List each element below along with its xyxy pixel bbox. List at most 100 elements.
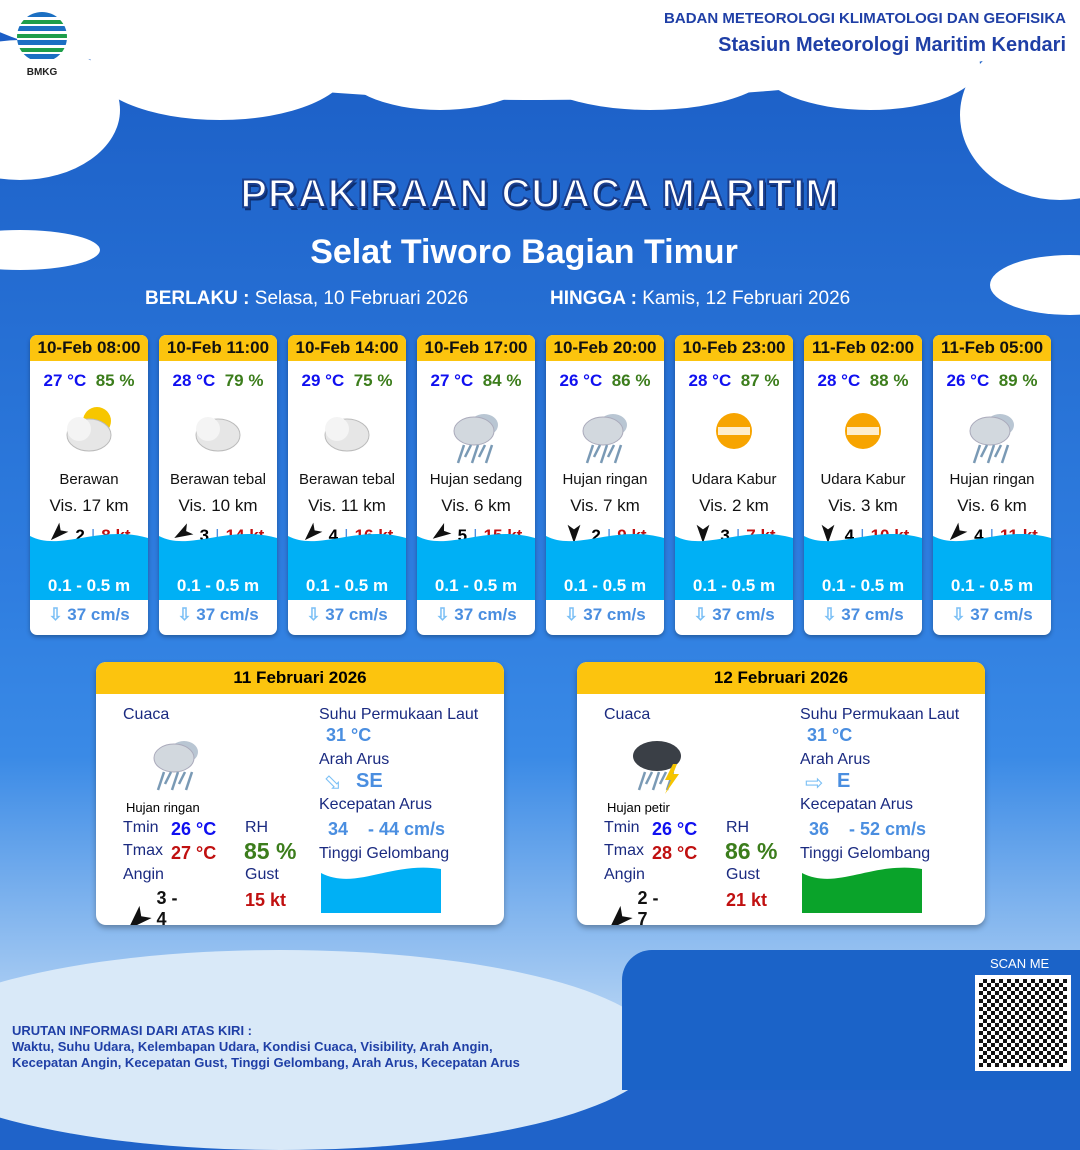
arrow-down-icon: ⇩ (951, 605, 966, 624)
air-temp: 29 °C (301, 371, 345, 390)
wave-height: 0.1 - 0.5 m (288, 533, 406, 600)
current-speed: ⇩ 37 cm/s (48, 605, 130, 624)
wind-speed: 2 (75, 525, 85, 545)
air-temp: 28 °C (688, 371, 732, 390)
arah-arus-value: E (837, 770, 851, 792)
wind-speed: 3 (720, 525, 730, 545)
forecast-time: 10-Feb 20:00 (546, 335, 664, 361)
weather-condition: Berawan tebal (170, 471, 266, 488)
cloud-icon (288, 397, 406, 467)
rh-value: 85 % (244, 838, 297, 864)
tinggi-gelombang-value: 0.5 - 1.25 m (802, 865, 985, 913)
air-temp: 27 °C (430, 371, 474, 390)
forecast-card: 10-Feb 11:00 28 °C 79 % Berawan tebal Vi… (159, 335, 277, 635)
forecast-time: 10-Feb 23:00 (675, 335, 793, 361)
weather-condition: Berawan (59, 471, 119, 488)
cuaca-label: Cuaca (123, 706, 170, 723)
current-speed: ⇩ 37 cm/s (564, 605, 646, 624)
weather-condition: Hujan sedang (429, 471, 523, 488)
rain-icon (136, 724, 216, 801)
gust-value: 15 kt (245, 890, 287, 910)
wind-speed: 3 (199, 525, 210, 545)
sst-value: 31 °C (326, 725, 372, 745)
tmax-label: Tmax (123, 842, 163, 859)
tinggi-gelombang-label: Tinggi Gelombang (319, 845, 450, 862)
air-temp: 28 °C (817, 371, 861, 390)
current-speed: ⇩ 37 cm/s (693, 605, 775, 624)
forecast-time: 10-Feb 08:00 (30, 335, 148, 361)
gust-label: Gust (245, 866, 279, 883)
wind-speed: 2 (591, 525, 601, 545)
wind-speed: 4 (974, 525, 984, 545)
arrow-down-icon: ⇩ (693, 605, 708, 624)
qr-code[interactable] (975, 975, 1071, 1071)
current-speed: ⇩ 37 cm/s (951, 605, 1033, 624)
humidity: 79 % (224, 371, 264, 390)
rh-label: RH (726, 819, 750, 836)
arah-arus-label: Arah Arus (800, 751, 871, 768)
visibility: Vis. 6 km (957, 496, 1027, 515)
humidity: 75 % (353, 371, 393, 390)
forecast-card: 10-Feb 17:00 27 °C 84 % Hujan sedang Vis… (417, 335, 535, 635)
forecast-time: 11-Feb 05:00 (933, 335, 1051, 361)
bmkg-logo: BMKG (14, 12, 70, 80)
kecepatan-arus-label: Kecepatan Arus (319, 796, 432, 813)
wind-direction-arrow-icon (563, 522, 585, 549)
valid-to: HINGGA : Kamis, 12 Februari 2026 (550, 288, 851, 309)
wind-speed: 4 (844, 525, 855, 545)
current-speed: ⇩ 37 cm/s (306, 605, 388, 624)
cuaca-label: Cuaca (604, 706, 651, 723)
air-temp: 27 °C (43, 371, 87, 390)
arah-arus-label: Arah Arus (319, 751, 390, 768)
daily-condition: Hujan petir (607, 800, 670, 815)
current-direction-arrow-icon: ⇨ (318, 767, 349, 799)
visibility: Vis. 17 km (49, 496, 129, 515)
wind-speed: 4 (328, 525, 339, 545)
tmin-label: Tmin (123, 819, 159, 836)
humidity: 86 % (611, 371, 651, 390)
visibility: Vis. 10 km (178, 496, 258, 515)
forecast-card: 11-Feb 02:00 28 °C 88 % Udara Kabur Vis.… (804, 335, 922, 635)
visibility: Vis. 7 km (570, 496, 640, 515)
area-name: Selat Tiworo Bagian Timur (310, 233, 738, 271)
thunderstorm-icon (617, 724, 697, 801)
wind-direction-arrow-icon (692, 522, 714, 549)
forecast-time: 10-Feb 17:00 (417, 335, 535, 361)
tmin-value: 26 °C (652, 819, 698, 839)
daily-summary-card: 12 Februari 2026 Cuaca Hujan petir Tmin … (577, 662, 985, 925)
wind-speed: 5 (457, 525, 468, 545)
daily-summary-card: 11 Februari 2026 Cuaca Hujan ringan Tmin… (96, 662, 504, 925)
angin-label: Angin (123, 866, 164, 883)
forecast-card: 10-Feb 23:00 28 °C 87 % Udara Kabur Vis.… (675, 335, 793, 635)
tmin-label: Tmin (604, 819, 640, 836)
kecepatan-arus-label: Kecepatan Arus (800, 796, 913, 813)
visibility: Vis. 6 km (441, 496, 511, 515)
cloud-icon (159, 397, 277, 467)
arrow-down-icon: ⇩ (822, 605, 837, 624)
daily-condition: Hujan ringan (126, 800, 200, 815)
tmax-label: Tmax (604, 842, 644, 859)
weather-condition: Berawan tebal (299, 471, 395, 488)
gust-label: Gust (726, 866, 760, 883)
air-temp: 26 °C (946, 371, 990, 390)
weather-condition: Hujan ringan (562, 471, 648, 488)
rain-icon (933, 397, 1051, 467)
station-name: Stasiun Meteorologi Maritim Kendari (718, 34, 1066, 56)
kecepatan-arus-value: 34 - 44 cm/s (328, 819, 446, 839)
scan-me-label: SCAN ME (990, 956, 1050, 971)
wave-height: 0.1 - 0.5 m (159, 533, 277, 600)
angin-value: 2 - 7 kt (604, 888, 665, 925)
air-temp: 28 °C (172, 371, 216, 390)
tinggi-gelombang-label: Tinggi Gelombang (800, 845, 931, 862)
humidity: 87 % (740, 371, 780, 390)
forecast-card: 10-Feb 20:00 26 °C 86 % Hujan ringan Vis… (546, 335, 664, 635)
wave-height: 0.1 - 0.5 m (933, 533, 1051, 600)
daily-date: 12 Februari 2026 (577, 662, 985, 694)
wind-direction-arrow-icon (172, 522, 194, 549)
angin-label: Angin (604, 866, 645, 883)
sst-value: 31 °C (807, 725, 853, 745)
arrow-down-icon: ⇩ (306, 605, 321, 624)
tmax-value: 27 °C (171, 843, 217, 863)
arrow-down-icon: ⇩ (177, 605, 192, 624)
wave-height: 0.1 - 0.5 m (546, 533, 664, 600)
